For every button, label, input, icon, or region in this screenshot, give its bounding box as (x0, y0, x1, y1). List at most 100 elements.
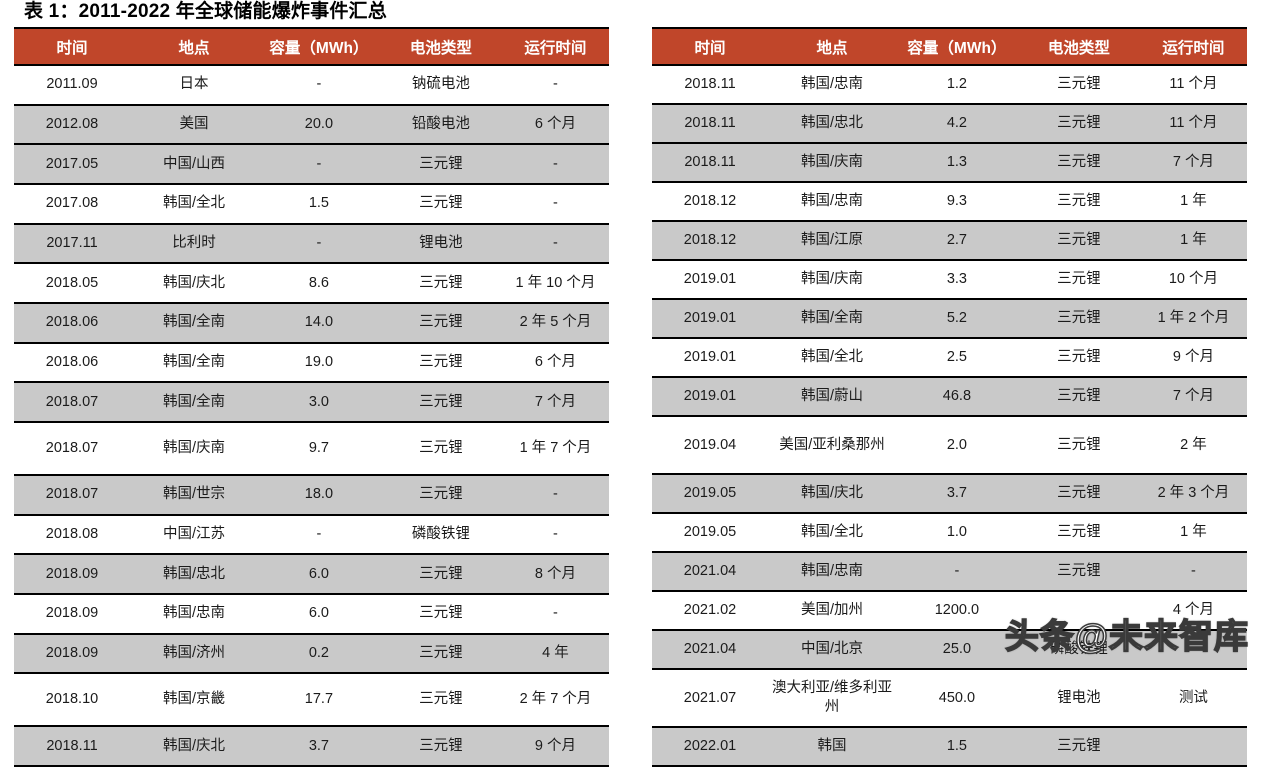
cell-place: 韩国/庆南 (768, 260, 896, 300)
cell-capacity: 25.0 (895, 630, 1018, 670)
cell-place: 韩国/全南 (130, 342, 258, 384)
cell-time: 2018.09 (14, 554, 131, 595)
table-row: 2019.05 韩国/全北 1.0 三元锂 1 年 (652, 513, 1247, 553)
table-row: 2021.04 中国/北京 25.0 磷酸铁锂 - (652, 630, 1247, 670)
table-row: 2018.11 韩国/忠北 4.2 三元锂 11 个月 (652, 104, 1247, 144)
cell-time: 2021.02 (652, 591, 769, 631)
cell-capacity: 450.0 (895, 669, 1018, 728)
table-row: 2022.01 韩国 1.5 三元锂 (652, 727, 1247, 767)
cell-battery: 三元锂 (379, 303, 502, 344)
column-header-time: 时间 (652, 27, 769, 66)
cell-time: 2019.01 (652, 338, 769, 378)
cell-capacity: - (257, 65, 380, 106)
cell-place: 韩国/全北 (768, 338, 896, 378)
cell-place: 韩国/全南 (130, 303, 258, 344)
cell-runtime: - (501, 223, 609, 265)
cell-place: 澳大利亚/维多利亚州 (768, 669, 896, 728)
cell-place: 美国/亚利桑那州 (768, 416, 896, 475)
table-page: 表 1：2011-2022 年全球储能爆炸事件汇总 时间 地点 容量（MWh） … (14, 1, 1249, 767)
table-row: 2018.09 韩国/忠北 6.0 三元锂 8 个月 (14, 554, 609, 595)
cell-runtime: 9 个月 (1139, 338, 1247, 378)
cell-time: 2019.01 (652, 377, 769, 417)
cell-runtime: 测试 (1139, 669, 1247, 728)
cell-place: 中国/江苏 (130, 514, 258, 556)
cell-time: 2017.11 (14, 223, 131, 265)
tables-container: 时间 地点 容量（MWh） 电池类型 运行时间 2011.09 日本 - 钠硫电池 -2… (14, 27, 1247, 767)
cell-capacity: 6.0 (257, 593, 380, 635)
cell-time: 2018.06 (14, 342, 131, 384)
table-row: 2017.08 韩国/全北 1.5 三元锂 - (14, 184, 609, 225)
cell-battery: 锂电池 (1017, 669, 1140, 728)
cell-battery: 三元锂 (1017, 65, 1140, 105)
cell-battery: 三元锂 (379, 382, 502, 424)
cell-runtime: 4 个月 (1139, 591, 1247, 631)
cell-battery: 三元锂 (379, 673, 502, 728)
cell-runtime: 7 个月 (1139, 143, 1247, 183)
cell-battery: 铅酸电池 (379, 104, 502, 146)
cell-capacity: 20.0 (257, 104, 380, 146)
cell-time: 2018.09 (14, 633, 131, 675)
cell-place: 韩国/全南 (768, 299, 896, 339)
cell-runtime: 1 年 (1139, 182, 1247, 222)
table-row: 2018.08 中国/江苏 - 磷酸铁锂 - (14, 514, 609, 556)
cell-capacity: 1.0 (895, 513, 1018, 553)
cell-place: 韩国/忠北 (768, 104, 896, 144)
cell-place: 韩国/世宗 (130, 474, 258, 516)
table-row: 2018.07 韩国/全南 3.0 三元锂 7 个月 (14, 382, 609, 424)
cell-capacity: - (895, 552, 1018, 592)
cell-runtime: - (501, 474, 609, 516)
cell-battery: 三元锂 (379, 263, 502, 305)
cell-time: 2021.07 (652, 669, 769, 728)
cell-runtime: 8 个月 (501, 554, 609, 595)
cell-capacity: 1.2 (895, 65, 1018, 105)
column-header-runtime: 运行时间 (1139, 27, 1247, 66)
cell-place: 韩国/忠南 (768, 65, 896, 105)
cell-runtime: 2 年 (1139, 416, 1247, 475)
cell-place: 韩国/蔚山 (768, 377, 896, 417)
cell-battery: 三元锂 (1017, 221, 1140, 261)
cell-place: 韩国/庆北 (130, 726, 258, 767)
cell-battery: 三元锂 (379, 184, 502, 225)
cell-runtime: 4 年 (501, 633, 609, 675)
cell-time: 2018.06 (14, 303, 131, 344)
left-table-head: 时间 地点 容量（MWh） 电池类型 运行时间 (14, 27, 609, 66)
cell-capacity: 1200.0 (895, 591, 1018, 631)
cell-runtime: - (501, 65, 609, 106)
cell-capacity: 2.7 (895, 221, 1018, 261)
cell-place: 韩国/忠北 (130, 554, 258, 595)
cell-runtime: - (501, 144, 609, 186)
table-row: 2018.07 韩国/世宗 18.0 三元锂 - (14, 474, 609, 516)
column-header-capacity: 容量（MWh） (895, 27, 1018, 66)
cell-battery: 三元锂 (1017, 104, 1140, 144)
cell-capacity: 46.8 (895, 377, 1018, 417)
cell-time: 2018.07 (14, 382, 131, 424)
cell-battery: 三元锂 (379, 474, 502, 516)
cell-place: 韩国/全北 (130, 184, 258, 225)
table-row: 2011.09 日本 - 钠硫电池 - (14, 65, 609, 106)
cell-battery: 钠硫电池 (379, 65, 502, 106)
table-row: 2021.04 韩国/忠南 - 三元锂 - (652, 552, 1247, 592)
cell-time: 2012.08 (14, 104, 131, 146)
cell-time: 2018.12 (652, 182, 769, 222)
cell-time: 2017.05 (14, 144, 131, 186)
table-row: 2018.05 韩国/庆北 8.6 三元锂 1 年 10 个月 (14, 263, 609, 305)
table-row: 2017.11 比利时 - 锂电池 - (14, 223, 609, 265)
column-header-place: 地点 (768, 27, 896, 66)
cell-place: 比利时 (130, 223, 258, 265)
table-header-row: 时间 地点 容量（MWh） 电池类型 运行时间 (14, 27, 609, 66)
cell-place: 美国 (130, 104, 258, 146)
table-row: 2019.01 韩国/全南 5.2 三元锂 1 年 2 个月 (652, 299, 1247, 339)
cell-battery: 三元锂 (1017, 338, 1140, 378)
cell-runtime: - (1139, 552, 1247, 592)
table-row: 2018.10 韩国/京畿 17.7 三元锂 2 年 7 个月 (14, 673, 609, 728)
cell-battery: 三元锂 (379, 554, 502, 595)
cell-capacity: 8.6 (257, 263, 380, 305)
cell-battery: 三元锂 (379, 144, 502, 186)
cell-capacity: 3.3 (895, 260, 1018, 300)
cell-time: 2019.01 (652, 299, 769, 339)
cell-place: 韩国/庆南 (130, 422, 258, 476)
cell-time: 2018.09 (14, 593, 131, 635)
left-table: 时间 地点 容量（MWh） 电池类型 运行时间 2011.09 日本 - 钠硫电池 -2… (14, 27, 609, 767)
cell-time: 2018.08 (14, 514, 131, 556)
cell-runtime: - (501, 514, 609, 556)
